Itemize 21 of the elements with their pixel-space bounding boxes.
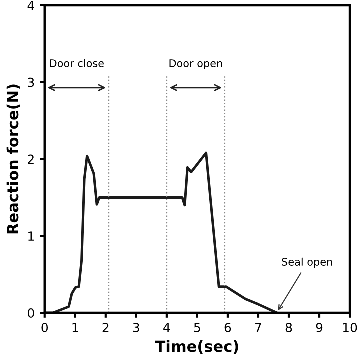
y-tick-label: 0: [28, 308, 34, 318]
x-tick-label: 4: [164, 323, 170, 332]
x-tick-label: 3: [133, 322, 140, 332]
x-tick-label: 1: [72, 323, 78, 332]
x-tick-label: 8: [286, 322, 292, 332]
x-axis-title: Time(sec): [155, 340, 238, 354]
x-tick-label: 5: [194, 323, 200, 332]
x-tick-label: 6: [224, 322, 232, 332]
y-tick-label: 1: [28, 232, 34, 241]
x-tick-label: 7: [256, 323, 262, 332]
y-tick-label: 4: [28, 1, 34, 10]
y-tick-label: 2: [28, 154, 34, 164]
annotation: Door open: [170, 60, 222, 70]
x-tick-label: 10: [343, 322, 358, 332]
annotation: Door close: [50, 59, 104, 68]
annotation: Seal open: [282, 258, 332, 268]
x-tick-label: 9: [316, 322, 323, 332]
y-axis-title: Reaction force(N): [6, 84, 20, 234]
x-tick-label: 2: [102, 322, 109, 332]
x-tick-label: 0: [42, 322, 48, 332]
y-tick-label: 3: [28, 78, 34, 88]
